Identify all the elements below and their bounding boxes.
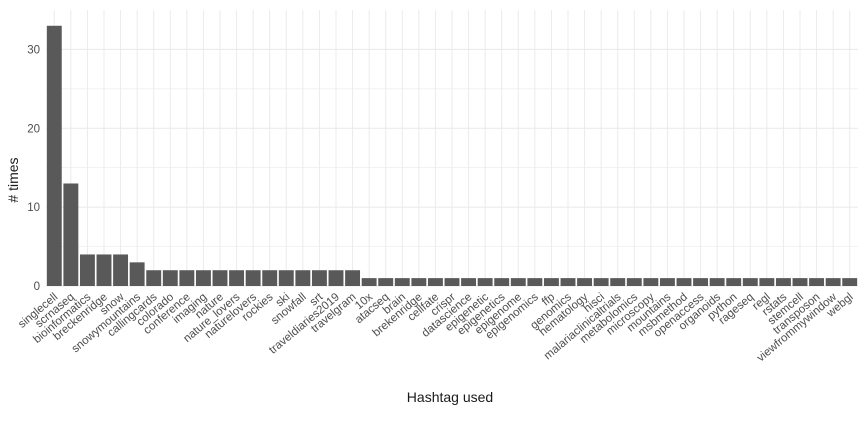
bar-singlecell [46,25,62,287]
bar-callingcards [146,270,162,286]
bar-epigenome [510,278,526,286]
bar-snow [113,254,129,286]
bar-scrnaseq [63,183,79,286]
bar-traveldiaries2019 [328,270,344,286]
bar-travelgram [345,270,361,286]
bar-malariaclinicaltrials [610,278,626,286]
y-tick-label: 0 [34,281,40,293]
y-tick-label: 20 [27,123,40,135]
bar-hisci [593,278,609,286]
x-axis-title: Hashtag used [407,389,493,405]
x-axis-ticks: singlecellscrnaseqbioinformaticsbreckenr… [16,291,855,365]
bar-snowfall [295,270,311,286]
y-axis-ticks: 0 10 20 30 [27,44,40,293]
grid-lines [46,10,858,287]
bar-nature_lovers [229,270,245,286]
bar-nature [212,270,228,286]
bar-naturelovers [245,270,261,286]
bar-brekenridge [411,278,427,286]
bar-bioinformatics [79,254,95,286]
bar-python [726,278,742,286]
bar-msbmethod [676,278,692,286]
bar-genomics [560,278,576,286]
bar-colorado [162,270,178,286]
bar-webgl [842,278,858,286]
bar-organoids [709,278,725,286]
bar-conference [179,270,195,286]
bars [46,25,858,287]
bar-stemcell [792,278,808,286]
bar-rstats [775,278,791,286]
bar-regl [759,278,775,286]
bar-imaging [195,270,211,286]
bar-breckenridge [96,254,112,286]
bar-ffp [543,278,559,286]
bar-mountains [659,278,675,286]
y-axis-title: # times [5,157,21,202]
bar-atacseq [378,278,394,286]
bar-microscopy [643,278,659,286]
bar-rockies [262,270,278,286]
bar-ski [278,270,294,286]
bar-10x [361,278,377,286]
bar-epigenetic [477,278,493,286]
bar-crispr [444,278,460,286]
bar-epigenomics [527,278,543,286]
bar-metabolomics [626,278,642,286]
y-tick-label: 10 [27,202,40,214]
bar-viewfrommywindow [825,278,841,286]
bar-cellfate [427,278,443,286]
bar-openaccess [693,278,709,286]
bar-brain [394,278,410,286]
bar-srt [311,270,327,286]
bar-hematology [577,278,593,286]
bar-epigenetics [494,278,510,286]
y-tick-label: 30 [27,44,40,56]
bar-transposon [809,278,825,286]
bar-datascience [461,278,477,286]
bar-rageseq [742,278,758,286]
bar-snowymountains [129,262,145,286]
